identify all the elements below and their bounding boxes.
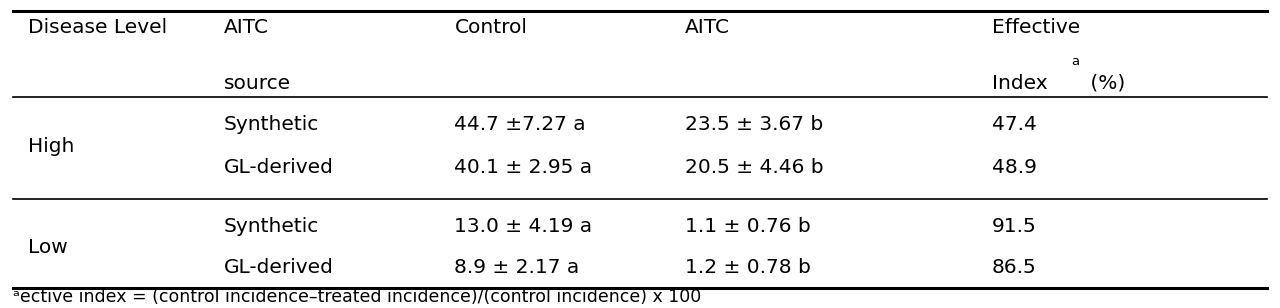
Text: 20.5 ± 4.46 b: 20.5 ± 4.46 b xyxy=(685,158,823,177)
Text: AITC: AITC xyxy=(224,18,269,38)
Text: 86.5: 86.5 xyxy=(992,258,1037,278)
Text: GL-derived: GL-derived xyxy=(224,258,334,278)
Text: 40.1 ± 2.95 a: 40.1 ± 2.95 a xyxy=(454,158,593,177)
Text: 1.1 ± 0.76 b: 1.1 ± 0.76 b xyxy=(685,217,810,236)
Text: 48.9: 48.9 xyxy=(992,158,1037,177)
Text: 23.5 ± 3.67 b: 23.5 ± 3.67 b xyxy=(685,115,823,134)
Text: ᵃective index = (control incidence–treated incidence)/(control incidence) x 100: ᵃective index = (control incidence–treat… xyxy=(13,289,701,306)
Text: 8.9 ± 2.17 a: 8.9 ± 2.17 a xyxy=(454,258,580,278)
Text: Synthetic: Synthetic xyxy=(224,217,319,236)
Text: a: a xyxy=(1071,55,1079,68)
Text: 13.0 ± 4.19 a: 13.0 ± 4.19 a xyxy=(454,217,593,236)
Text: Disease Level: Disease Level xyxy=(28,18,168,38)
Text: Low: Low xyxy=(28,237,68,257)
Text: Synthetic: Synthetic xyxy=(224,115,319,134)
Text: (%): (%) xyxy=(1084,74,1125,93)
Text: Effective: Effective xyxy=(992,18,1080,38)
Text: 47.4: 47.4 xyxy=(992,115,1037,134)
Text: 44.7 ±7.27 a: 44.7 ±7.27 a xyxy=(454,115,586,134)
Text: Index: Index xyxy=(992,74,1047,93)
Text: AITC: AITC xyxy=(685,18,730,38)
Text: 91.5: 91.5 xyxy=(992,217,1037,236)
Text: 1.2 ± 0.78 b: 1.2 ± 0.78 b xyxy=(685,258,810,278)
Text: Control: Control xyxy=(454,18,527,38)
Text: source: source xyxy=(224,74,291,93)
Text: GL-derived: GL-derived xyxy=(224,158,334,177)
Text: High: High xyxy=(28,137,74,156)
